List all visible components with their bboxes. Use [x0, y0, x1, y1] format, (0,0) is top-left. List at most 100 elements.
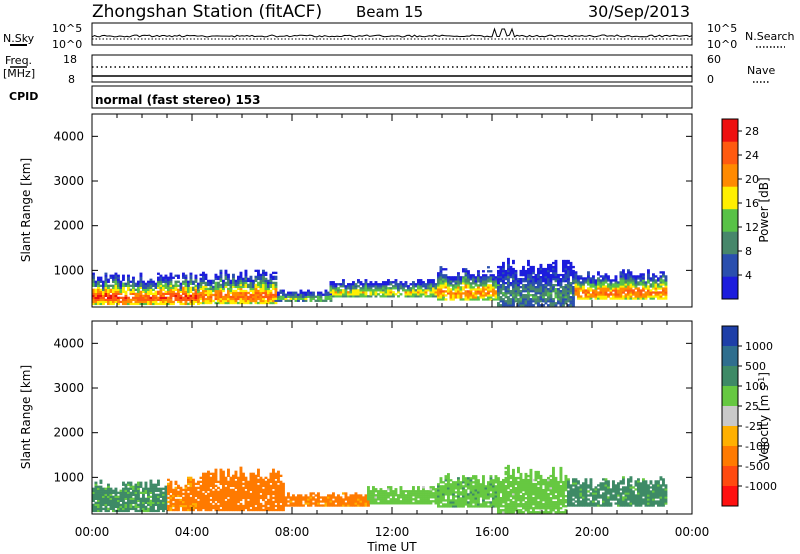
power-cell — [632, 289, 635, 292]
power-cell — [549, 286, 553, 289]
velocity-cell — [269, 476, 273, 480]
power-cell — [549, 265, 553, 269]
velocity-cell — [224, 478, 228, 482]
power-cell — [484, 298, 488, 301]
velocity-cell — [539, 476, 543, 480]
power-cell — [532, 290, 535, 293]
power-cell — [577, 281, 580, 284]
velocity-cell — [102, 491, 105, 494]
power-cell — [414, 285, 418, 288]
power-cell — [597, 279, 600, 282]
power-cell — [567, 300, 570, 303]
power-cell — [634, 281, 638, 284]
velocity-cell — [527, 484, 530, 488]
velocity-cell — [552, 476, 555, 480]
power-cell — [264, 277, 268, 281]
velocity-cell — [189, 484, 193, 488]
power-cell — [402, 283, 405, 286]
power-cell — [267, 281, 270, 285]
velocity-cell — [174, 506, 178, 510]
power-cell — [584, 289, 588, 292]
power-cell — [179, 302, 183, 306]
power-cell — [144, 296, 148, 300]
power-cell — [564, 271, 568, 275]
velocity-cell — [239, 490, 243, 494]
power-cell — [449, 280, 453, 283]
power-cell — [449, 278, 453, 281]
velocity-cell — [492, 501, 495, 504]
power-cell — [192, 286, 195, 289]
power-cell — [267, 291, 270, 295]
velocity-cell — [514, 488, 518, 492]
power-cell — [137, 280, 140, 283]
velocity-cell — [109, 501, 113, 505]
power-cell — [382, 293, 385, 296]
velocity-cell — [474, 501, 478, 504]
power-cell — [302, 295, 305, 298]
power-cell — [527, 269, 530, 273]
power-cell — [489, 290, 493, 293]
nave-tick-high: 60 — [707, 53, 721, 66]
power-cell — [654, 289, 658, 292]
velocity-cell — [94, 509, 98, 513]
velocity-cell — [94, 491, 98, 494]
velocity-cell — [332, 492, 335, 495]
power-cell — [269, 297, 273, 301]
power-cell — [109, 290, 113, 293]
power-cell — [97, 294, 100, 298]
velocity-cell — [272, 482, 275, 486]
power-cell — [254, 289, 258, 293]
power-cell — [444, 294, 448, 297]
velocity-cell — [129, 507, 133, 511]
power-cell — [172, 294, 175, 298]
power-cell — [157, 302, 160, 306]
power-cell — [464, 292, 468, 295]
power-cell — [487, 292, 490, 295]
power-cell — [429, 285, 433, 288]
velocity-cell — [272, 504, 275, 508]
power-cell — [484, 280, 488, 283]
velocity-cell — [569, 490, 573, 493]
power-cell — [94, 296, 98, 300]
velocity-cell — [257, 480, 260, 484]
power-cell — [632, 285, 635, 288]
power-cell — [389, 283, 393, 286]
power-cell — [312, 295, 315, 298]
power-cell — [209, 293, 213, 297]
velocity-cell — [467, 495, 470, 498]
velocity-cell — [297, 502, 300, 505]
power-cell — [164, 302, 168, 306]
velocity-cell — [97, 509, 100, 513]
power-cell — [449, 282, 453, 285]
velocity-cell — [124, 489, 128, 492]
power-cell — [509, 304, 513, 307]
power-cell — [619, 285, 623, 288]
power-cell — [394, 285, 398, 288]
velocity-cell — [479, 487, 483, 490]
power-cell — [459, 298, 463, 301]
power-cell — [247, 301, 250, 305]
power-cell — [387, 289, 390, 292]
velocity-cell — [469, 477, 473, 480]
power-cell — [517, 290, 520, 293]
power-cell — [577, 283, 580, 286]
power-cell — [537, 275, 540, 279]
power-cell — [262, 297, 265, 301]
power-cell — [552, 298, 555, 301]
velocity-cell — [107, 507, 110, 511]
power-cell — [594, 285, 598, 288]
velocity-cell — [542, 499, 545, 502]
velocity-cell — [479, 505, 483, 508]
velocity-cell — [509, 495, 513, 498]
velocity-cell — [277, 508, 280, 512]
velocity-cell — [159, 491, 163, 494]
power-cell — [149, 302, 153, 306]
velocity-cell — [537, 511, 540, 514]
power-cell — [157, 284, 160, 287]
power-cell — [247, 283, 250, 287]
power-cell — [272, 293, 275, 297]
velocity-cell — [567, 494, 570, 497]
velocity-cell — [307, 502, 310, 505]
power-cell — [627, 287, 630, 290]
power-cell — [439, 268, 443, 271]
